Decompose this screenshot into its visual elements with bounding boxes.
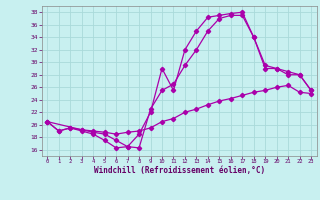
X-axis label: Windchill (Refroidissement éolien,°C): Windchill (Refroidissement éolien,°C) xyxy=(94,166,265,175)
